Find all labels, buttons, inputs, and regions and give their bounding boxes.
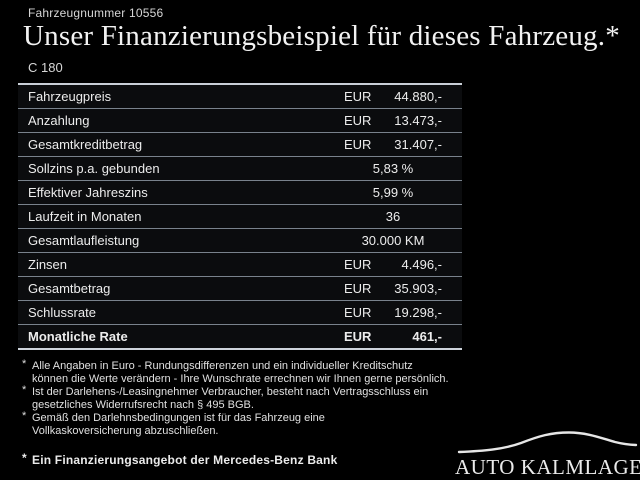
dealer-name: AUTO KALMLAGE	[455, 455, 640, 479]
row-label: Zinsen	[28, 257, 68, 272]
row-value: 31.407,-	[394, 137, 442, 152]
financing-offer-note: * Ein Finanzierungsangebot der Mercedes-…	[22, 451, 338, 467]
row-label: Monatliche Rate	[28, 329, 128, 344]
row-currency: EUR	[344, 257, 372, 272]
row-value: 13.473,-	[394, 113, 442, 128]
footnote-asterisk: *	[22, 358, 27, 370]
table-row-gesamtbetrag: Gesamtbetrag EUR 35.903,-	[18, 277, 462, 301]
table-row-sollzins: Sollzins p.a. gebunden 5,83 %	[18, 157, 462, 181]
row-currency: EUR	[344, 305, 372, 320]
table-row-effektiver-jahreszins: Effektiver Jahreszins 5,99 %	[18, 181, 462, 205]
row-currency: EUR	[344, 89, 372, 104]
row-currency: EUR	[344, 329, 372, 344]
financing-table: Fahrzeugpreis EUR 44.880,- Anzahlung EUR…	[18, 83, 462, 350]
row-label: Effektiver Jahreszins	[28, 185, 148, 200]
footnotes: * Alle Angaben in Euro - Rundungsdiffere…	[22, 358, 484, 438]
row-label: Gesamtbetrag	[28, 281, 111, 296]
table-row-schlussrate: Schlussrate EUR 19.298,-	[18, 301, 462, 325]
table-row-gesamtlaufleistung: Gesamtlaufleistung 30.000 KM	[18, 229, 462, 253]
footnote-item: * Alle Angaben in Euro - Rundungsdiffere…	[22, 358, 484, 386]
row-label: Gesamtlaufleistung	[28, 233, 140, 248]
table-row-monatliche-rate: Monatliche Rate EUR 461,-	[18, 325, 462, 350]
row-value: 19.298,-	[394, 305, 442, 320]
footnote-item: * Ist der Darlehens-/Leasingnehmer Verbr…	[22, 384, 484, 412]
row-label: Anzahlung	[28, 113, 90, 128]
table-row-gesamtkreditbetrag: Gesamtkreditbetrag EUR 31.407,-	[18, 133, 462, 157]
row-value: 461,-	[412, 329, 442, 344]
footnote-text: Alle Angaben in Euro - Rundungsdifferenz…	[32, 360, 449, 385]
footnote-item: * Gemäß den Darlehnsbedingungen ist für …	[22, 410, 484, 438]
row-value: 5,83 %	[372, 161, 414, 176]
footnote-text: Gemäß den Darlehnsbedingungen ist für da…	[32, 412, 325, 437]
row-label: Gesamtkreditbetrag	[28, 137, 143, 152]
financing-offer-text: Ein Finanzierungsangebot der Mercedes-Be…	[32, 453, 338, 467]
row-currency: EUR	[344, 113, 372, 128]
row-value: 35.903,-	[394, 281, 442, 296]
row-value: 30.000 KM	[361, 233, 425, 248]
footnote-text: Ist der Darlehens-/Leasingnehmer Verbrau…	[32, 386, 429, 411]
table-row-laufzeit: Laufzeit in Monaten 36	[18, 205, 462, 229]
car-silhouette-icon	[457, 431, 638, 454]
footnote-asterisk: *	[22, 384, 27, 396]
row-value: 5,99 %	[372, 185, 414, 200]
row-currency: EUR	[344, 281, 372, 296]
row-label: Sollzins p.a. gebunden	[28, 161, 160, 176]
row-label: Fahrzeugpreis	[28, 89, 112, 104]
footnote-asterisk: *	[22, 451, 27, 465]
row-value: 44.880,-	[394, 89, 442, 104]
table-row-fahrzeugpreis: Fahrzeugpreis EUR 44.880,-	[18, 85, 462, 109]
page-title: Unser Finanzierungsbeispiel für dieses F…	[23, 20, 620, 52]
row-value: 4.496,-	[401, 257, 442, 272]
row-currency: EUR	[344, 137, 372, 152]
row-label: Laufzeit in Monaten	[28, 209, 142, 224]
vehicle-model: C 180	[28, 60, 63, 75]
footnote-asterisk: *	[22, 410, 27, 422]
dealer-logo: AUTO KALMLAGE	[455, 428, 640, 478]
table-row-anzahlung: Anzahlung EUR 13.473,-	[18, 109, 462, 133]
row-value: 36	[385, 209, 401, 224]
row-label: Schlussrate	[28, 305, 96, 320]
vehicle-number: Fahrzeugnummer 10556	[28, 6, 164, 20]
table-row-zinsen: Zinsen EUR 4.496,-	[18, 253, 462, 277]
